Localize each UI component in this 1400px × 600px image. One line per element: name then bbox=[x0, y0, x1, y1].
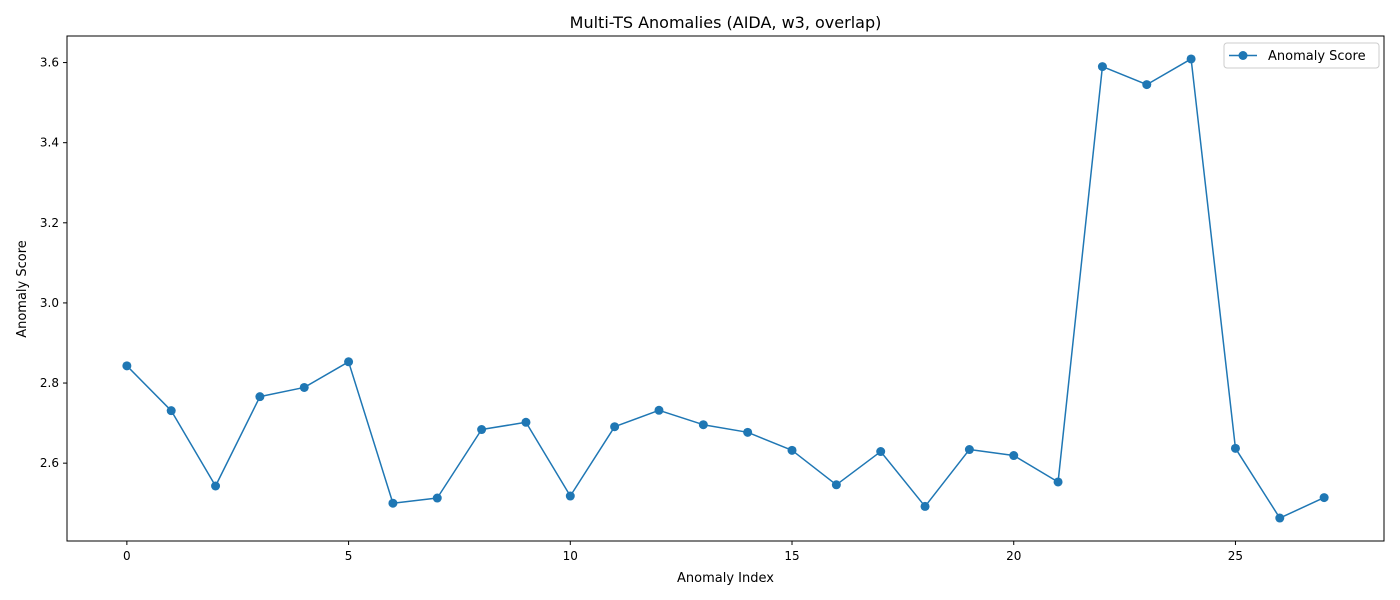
series-layer bbox=[122, 54, 1329, 523]
y-tick-label: 3.0 bbox=[40, 296, 59, 310]
y-tick-label: 3.4 bbox=[40, 136, 59, 150]
data-point bbox=[1097, 62, 1107, 72]
y-tick-label: 3.6 bbox=[40, 56, 59, 70]
data-point bbox=[565, 491, 575, 501]
legend-label: Anomaly Score bbox=[1268, 49, 1366, 64]
data-point bbox=[743, 427, 753, 437]
y-axis-label: Anomaly Score bbox=[15, 240, 30, 338]
data-point bbox=[299, 382, 309, 392]
data-point bbox=[477, 425, 487, 435]
x-ticks: 0 5 10 15 20 25 bbox=[123, 541, 1243, 563]
x-tick-label: 5 bbox=[345, 549, 353, 563]
series-line bbox=[126, 58, 1325, 519]
y-ticks: 2.6 2.8 3.0 3.2 3.4 3.6 bbox=[40, 56, 67, 470]
data-point bbox=[432, 493, 442, 503]
data-point bbox=[1319, 493, 1329, 503]
data-point bbox=[1053, 477, 1063, 487]
x-tick-label: 0 bbox=[123, 549, 131, 563]
chart-title: Multi-TS Anomalies (AIDA, w3, overlap) bbox=[570, 13, 882, 32]
data-point bbox=[1230, 443, 1240, 453]
legend-marker-swatch bbox=[1238, 51, 1248, 60]
data-point bbox=[388, 498, 398, 508]
chart-title-layer: Multi-TS Anomalies (AIDA, w3, overlap) bbox=[570, 13, 882, 32]
data-point bbox=[964, 445, 974, 455]
data-point bbox=[610, 422, 620, 432]
data-point bbox=[1186, 54, 1196, 64]
data-point bbox=[831, 480, 841, 490]
legend-frame bbox=[1223, 42, 1380, 69]
legend: Anomaly Score bbox=[1223, 42, 1380, 69]
plot-frame bbox=[66, 35, 1385, 542]
data-point bbox=[654, 405, 664, 415]
x-tick-label: 10 bbox=[563, 549, 578, 563]
data-point bbox=[255, 392, 265, 402]
y-tick-label: 2.6 bbox=[40, 456, 59, 470]
data-point bbox=[122, 361, 132, 371]
data-point bbox=[211, 481, 221, 491]
data-point bbox=[1275, 513, 1285, 523]
data-point bbox=[1142, 80, 1152, 90]
data-point bbox=[521, 417, 531, 427]
data-point bbox=[1009, 451, 1019, 461]
data-point bbox=[876, 447, 886, 457]
x-axis-label: Anomaly Index bbox=[677, 571, 774, 586]
data-point bbox=[698, 420, 708, 430]
y-tick-label: 2.8 bbox=[40, 376, 59, 390]
data-point bbox=[166, 406, 176, 416]
y-tick-label: 3.2 bbox=[40, 216, 59, 230]
data-point bbox=[920, 501, 930, 511]
x-tick-label: 20 bbox=[1006, 549, 1021, 563]
data-point bbox=[787, 445, 797, 455]
axes-layer bbox=[66, 35, 1385, 542]
data-point bbox=[344, 357, 354, 367]
x-tick-label: 25 bbox=[1228, 549, 1243, 563]
x-tick-label: 15 bbox=[784, 549, 799, 563]
